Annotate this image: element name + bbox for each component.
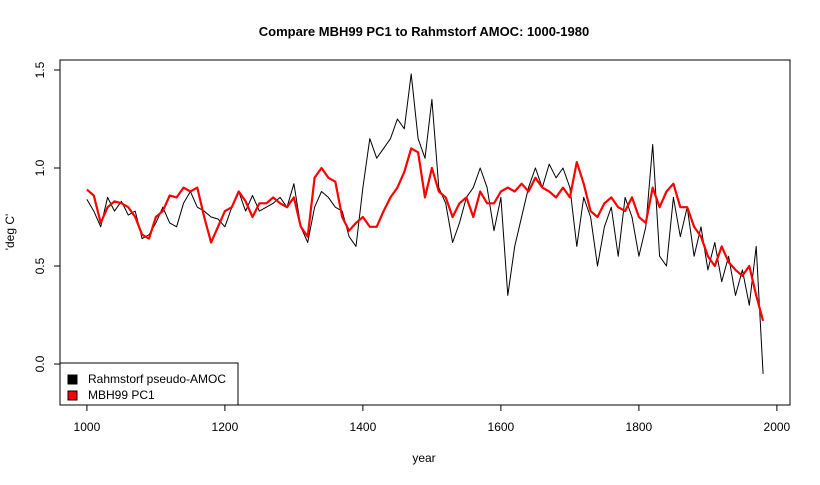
chart-title: Compare MBH99 PC1 to Rahmstorf AMOC: 100… (259, 24, 589, 39)
x-axis-label: year (412, 451, 435, 465)
y-tick-label: 0.5 (33, 257, 47, 274)
y-axis-label: 'deg C' (3, 214, 17, 251)
legend-box (59, 362, 239, 406)
legend-label: MBH99 PC1 (88, 388, 155, 402)
legend-label: Rahmstorf pseudo-AMOC (88, 372, 226, 386)
series-line (86, 147, 765, 322)
series-line (86, 73, 764, 374)
legend-swatch (67, 374, 78, 385)
x-tick-label: 1200 (212, 420, 239, 434)
plot-frame (59, 59, 791, 406)
x-tick-label: 1800 (626, 420, 653, 434)
legend-swatch (67, 390, 78, 401)
y-tick-label: 0.0 (33, 355, 47, 372)
y-tick-label: 1.5 (33, 61, 47, 78)
y-tick-label: 1.0 (33, 159, 47, 176)
x-tick-label: 1400 (350, 420, 377, 434)
x-tick-label: 2000 (764, 420, 791, 434)
x-tick-label: 1000 (74, 420, 101, 434)
x-tick-label: 1600 (488, 420, 515, 434)
